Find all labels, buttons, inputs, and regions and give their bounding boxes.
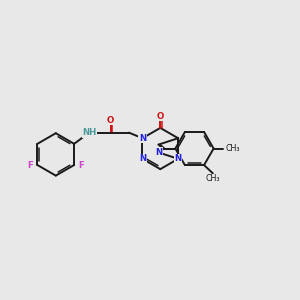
Text: N: N — [139, 154, 146, 163]
Text: O: O — [107, 116, 114, 125]
Text: NH: NH — [82, 128, 97, 137]
Text: N: N — [139, 134, 146, 143]
Text: CH₃: CH₃ — [206, 174, 220, 183]
Text: N: N — [175, 154, 182, 163]
Text: O: O — [157, 112, 164, 121]
Text: N: N — [155, 148, 162, 157]
Text: CH₃: CH₃ — [226, 144, 241, 153]
Text: F: F — [79, 160, 84, 169]
Text: F: F — [27, 160, 33, 169]
